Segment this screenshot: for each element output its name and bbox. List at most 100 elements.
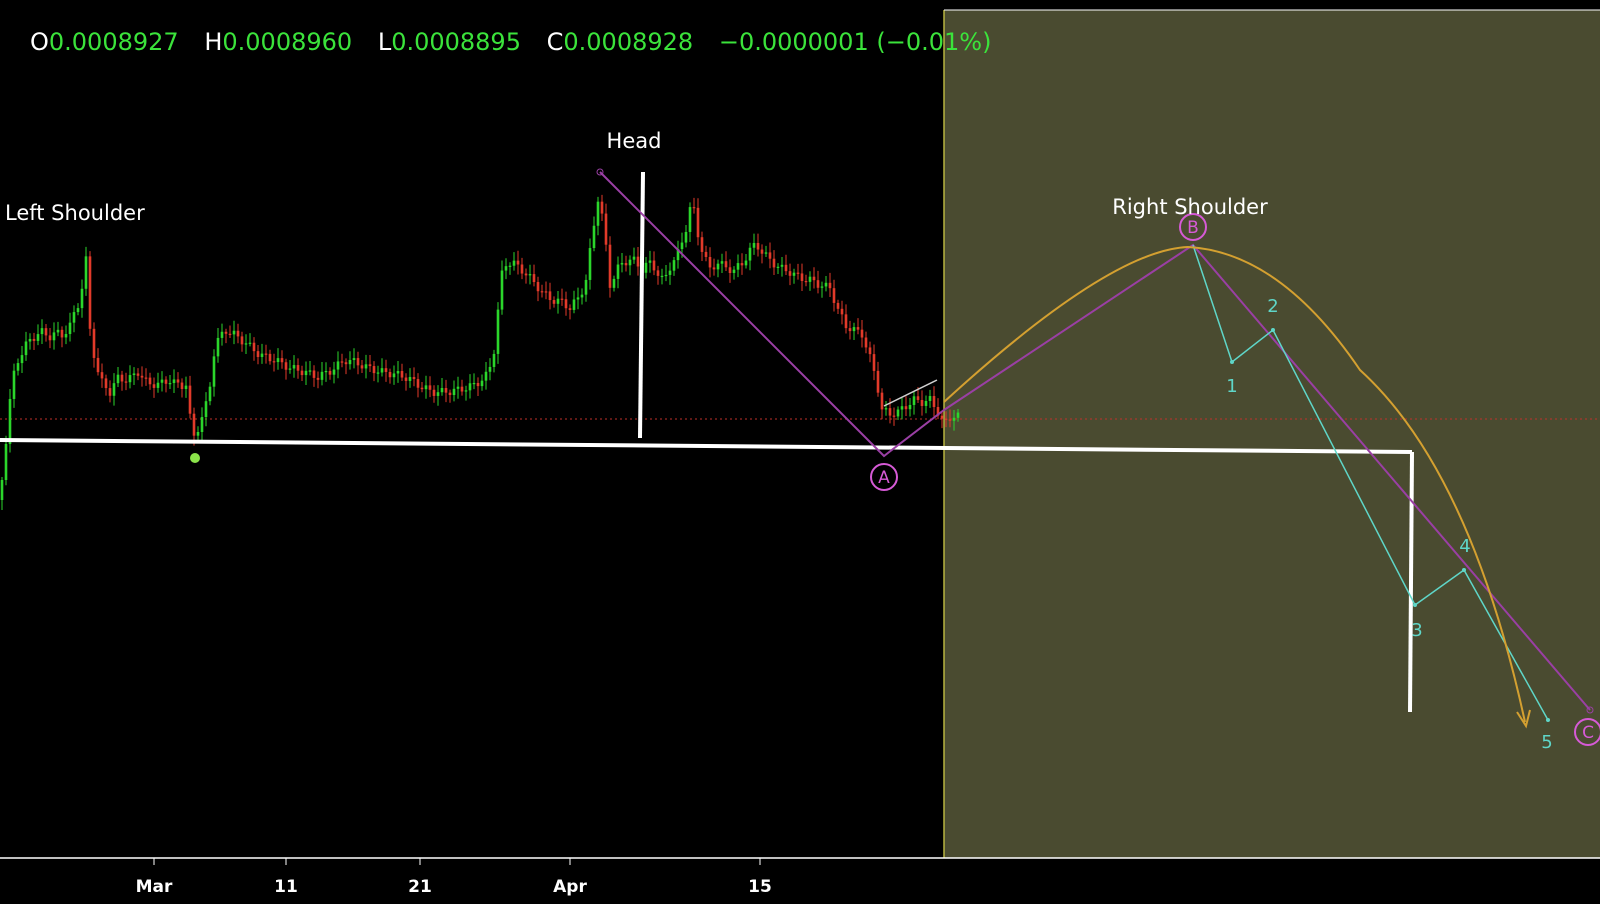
- candle: [364, 354, 368, 379]
- candle-body: [40, 328, 44, 335]
- candle-body: [836, 302, 840, 309]
- candle: [224, 328, 228, 344]
- candle: [952, 409, 956, 431]
- candle-body: [888, 408, 892, 416]
- candle: [356, 351, 360, 375]
- candle-body: [136, 373, 140, 376]
- candle-body: [624, 263, 628, 266]
- candle: [456, 376, 460, 399]
- candle-body: [756, 243, 760, 250]
- candle-body: [708, 256, 712, 268]
- candle: [764, 245, 768, 258]
- pattern-annotation: Right Shoulder: [1112, 195, 1268, 219]
- candle-body: [208, 386, 212, 402]
- candle-body: [512, 260, 516, 266]
- candle-body: [816, 280, 820, 288]
- candle-body: [516, 260, 520, 265]
- candle: [408, 368, 412, 388]
- candle: [156, 372, 160, 393]
- candle: [908, 398, 912, 417]
- candle: [624, 255, 628, 272]
- candle-body: [4, 443, 8, 480]
- candle-body: [128, 375, 132, 383]
- candle: [104, 374, 108, 396]
- candle: [792, 268, 796, 284]
- candle: [528, 264, 532, 285]
- candle: [736, 254, 740, 278]
- candle-body: [484, 371, 488, 381]
- abc-label: A: [878, 468, 890, 488]
- candle: [56, 321, 60, 337]
- candle-body: [928, 396, 932, 401]
- candle-body: [348, 360, 352, 365]
- candle-body: [692, 207, 696, 209]
- candle: [248, 333, 252, 347]
- candle-body: [88, 256, 92, 329]
- candle: [360, 359, 364, 373]
- low-label: L: [377, 28, 392, 56]
- candle: [840, 300, 844, 325]
- candle-body: [384, 368, 388, 372]
- candle: [944, 411, 948, 428]
- candle-body: [788, 271, 792, 276]
- candle-body: [588, 248, 592, 280]
- candle: [776, 263, 780, 275]
- candle-body: [228, 333, 232, 335]
- candle: [700, 231, 704, 262]
- candle-body: [176, 379, 180, 383]
- candle-body: [896, 409, 900, 417]
- candle-body: [584, 279, 588, 295]
- candle: [568, 304, 572, 320]
- candle: [412, 367, 416, 387]
- candle: [616, 256, 620, 289]
- candle-body: [416, 379, 420, 388]
- candle-body: [912, 396, 916, 405]
- candle: [324, 362, 328, 382]
- candle: [560, 288, 564, 306]
- candle-body: [504, 266, 508, 271]
- candle: [512, 252, 516, 271]
- candle: [548, 282, 552, 310]
- candle-body: [424, 385, 428, 390]
- candle: [796, 263, 800, 280]
- candle-body: [540, 291, 544, 293]
- candle: [832, 279, 836, 312]
- candle: [240, 331, 244, 352]
- candle: [316, 371, 320, 389]
- candle: [544, 281, 548, 300]
- candle-body: [700, 237, 704, 252]
- impulse-wave-line: [1192, 244, 1549, 721]
- candle-body: [448, 392, 452, 396]
- candle: [828, 272, 832, 297]
- candle: [684, 225, 688, 248]
- candle: [96, 348, 100, 376]
- candle-body: [488, 366, 492, 372]
- candle: [332, 361, 336, 384]
- candle-body: [648, 260, 652, 263]
- candle-body: [156, 382, 160, 388]
- candle-body: [944, 418, 948, 420]
- candle: [708, 247, 712, 278]
- candle: [404, 373, 408, 391]
- change-value: −0.0000001 (−0.01%): [718, 28, 992, 56]
- candle: [816, 270, 820, 294]
- candle-body: [164, 379, 168, 384]
- x-tick-label: Mar: [136, 877, 173, 897]
- x-axis: Mar 11 21 Apr 15: [136, 858, 772, 897]
- candle-body: [400, 371, 404, 378]
- candle-body: [124, 381, 128, 383]
- candle-body: [776, 266, 780, 268]
- candle: [880, 388, 884, 420]
- candle: [496, 302, 500, 364]
- candle-body: [144, 377, 148, 379]
- candle-body: [608, 244, 612, 288]
- candle: [480, 374, 484, 391]
- candle-body: [196, 431, 200, 436]
- candle: [452, 380, 456, 402]
- candle-body: [792, 272, 796, 276]
- candle-body: [616, 264, 620, 279]
- candle-body: [272, 361, 276, 363]
- candle: [384, 359, 388, 382]
